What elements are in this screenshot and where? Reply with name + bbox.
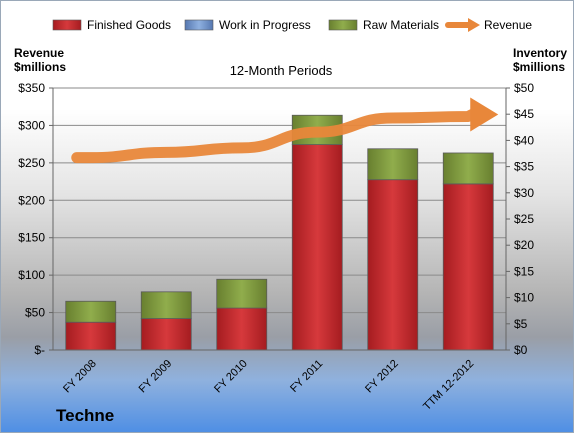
bars (65, 114, 494, 351)
bar-finished-goods (367, 179, 419, 351)
category-label: FY 2008 (61, 358, 99, 396)
revenue-line (71, 97, 499, 164)
category-label: FY 2012 (363, 358, 401, 396)
bar-finished-goods (65, 321, 117, 351)
right-tick-label: $25 (514, 212, 534, 226)
bar-raw-materials (442, 152, 494, 185)
right-tick-label: $5 (514, 317, 528, 331)
right-tick-label: $20 (514, 238, 534, 252)
right-tick-label: $10 (514, 291, 534, 305)
bar-finished-goods (216, 307, 268, 351)
bar-raw-materials (65, 300, 117, 323)
left-tick-label: $250 (18, 156, 45, 170)
right-tick-label: $50 (514, 81, 534, 95)
left-axis-title-line1: Revenue (14, 46, 65, 60)
right-axis-title-line2: $millions (513, 60, 566, 74)
legend-arrow-icon (468, 18, 480, 32)
legend-swatch-finished-goods (52, 19, 82, 31)
legend-swatch-raw-materials (328, 19, 358, 31)
category-label: TTM 12-2012 (421, 358, 476, 413)
legend-label: Revenue (484, 18, 532, 32)
legend-label: Finished Goods (87, 18, 171, 32)
bar-finished-goods (140, 318, 192, 351)
right-tick-label: $15 (514, 264, 534, 278)
bar-finished-goods (442, 183, 494, 351)
legend-label: Raw Materials (363, 18, 439, 32)
revenue-arrowhead (470, 97, 499, 132)
right-tick-label: $35 (514, 160, 534, 174)
right-axis-title-line1: Inventory (513, 46, 568, 60)
category-label: FY 2010 (212, 358, 250, 396)
right-tick-label: $30 (514, 186, 534, 200)
bar-raw-materials (140, 291, 192, 319)
category-label: FY 2011 (288, 358, 325, 395)
category-label: FY 2009 (137, 358, 175, 396)
left-axis-title: Revenue $millions (14, 46, 66, 74)
left-tick-label: $300 (18, 118, 45, 132)
right-tick-label: $40 (514, 133, 534, 147)
bar-finished-goods (291, 144, 343, 351)
right-tick-label: $0 (514, 343, 528, 357)
legend-swatch-work-in-progress (184, 19, 214, 31)
legend-label: Work in Progress (219, 18, 311, 32)
left-tick-label: $200 (18, 193, 45, 207)
left-tick-label: $350 (18, 81, 45, 95)
company-name: Techne (56, 406, 115, 425)
left-tick-label: $100 (18, 268, 45, 282)
left-tick-label: $150 (18, 231, 45, 245)
legend: Finished Goods Work in Progress Raw Materi… (52, 18, 532, 32)
chart-title: 12-Month Periods (230, 63, 333, 78)
gridlines (53, 87, 506, 351)
left-tick-label: $- (34, 343, 45, 357)
right-tick-label: $45 (514, 107, 534, 121)
left-axis-title-line2: $millions (14, 60, 67, 74)
bar-raw-materials (367, 148, 419, 181)
bar-raw-materials (216, 278, 268, 309)
left-tick-label: $50 (25, 306, 45, 320)
right-axis-title: Inventory $millions (513, 46, 567, 74)
revenue-line-path (71, 108, 478, 164)
